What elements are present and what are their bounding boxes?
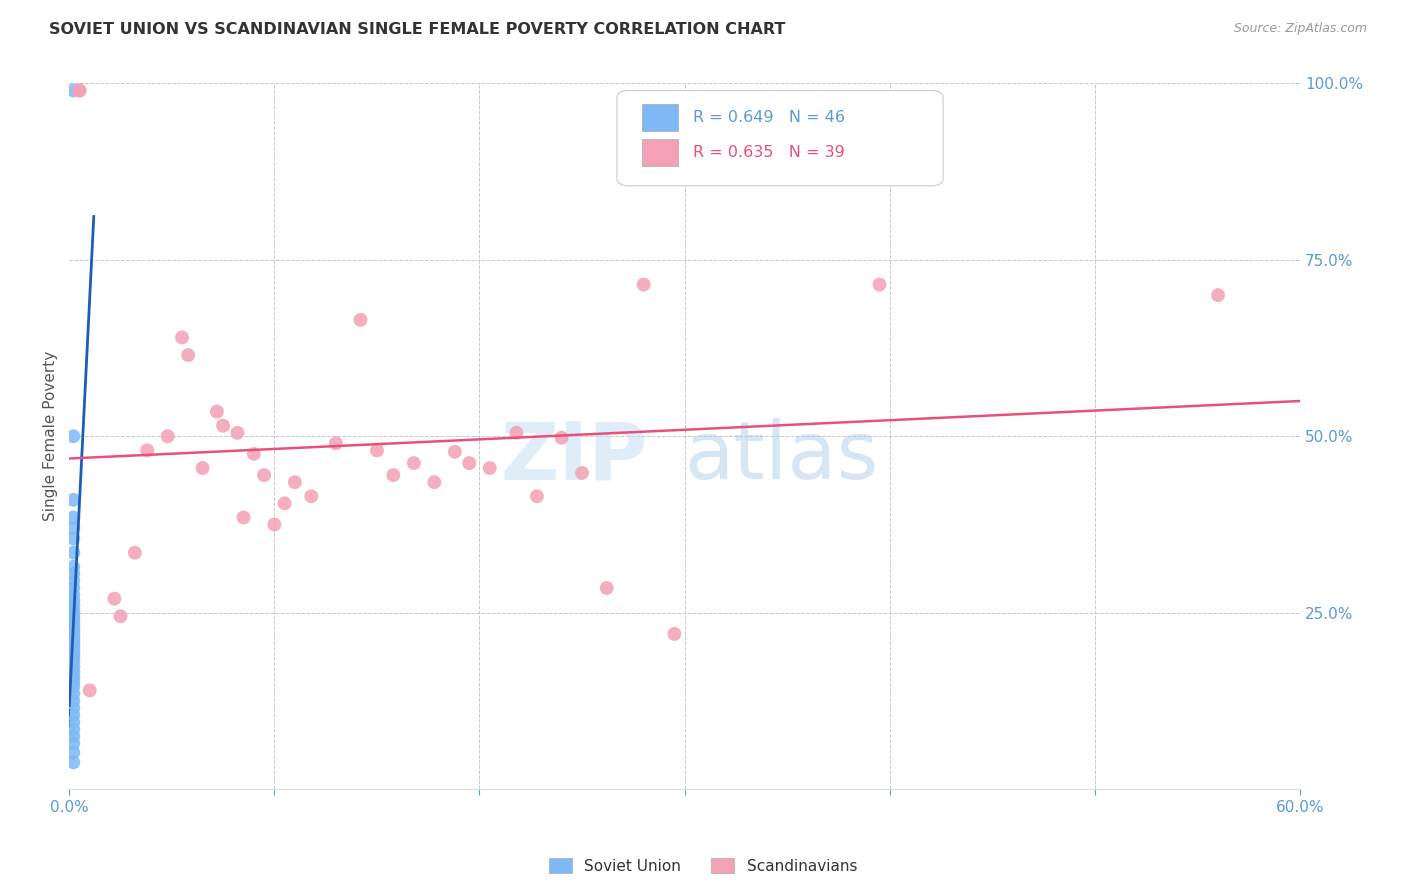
Point	[1206, 288, 1229, 302]
Point	[62, 611, 84, 625]
Text: atlas: atlas	[685, 418, 879, 497]
Text: R = 0.635   N = 39: R = 0.635 N = 39	[693, 145, 845, 160]
Point	[62, 680, 84, 694]
Point	[62, 642, 84, 657]
Point	[299, 489, 322, 503]
Point	[62, 622, 84, 636]
Point	[664, 627, 686, 641]
Point	[62, 687, 84, 701]
Point	[62, 566, 84, 581]
Point	[62, 756, 84, 770]
Point	[62, 660, 84, 674]
Point	[79, 683, 101, 698]
Point	[263, 517, 285, 532]
Point	[526, 489, 548, 503]
Point	[62, 674, 84, 689]
Point	[325, 436, 347, 450]
Point	[62, 746, 84, 760]
Point	[136, 443, 159, 458]
Point	[550, 431, 572, 445]
Point	[62, 521, 84, 535]
Point	[633, 277, 655, 292]
Point	[62, 604, 84, 618]
Legend: Soviet Union, Scandinavians: Soviet Union, Scandinavians	[543, 852, 863, 880]
Point	[62, 651, 84, 665]
Point	[382, 468, 405, 483]
Point	[177, 348, 200, 362]
Point	[62, 593, 84, 607]
Point	[62, 665, 84, 679]
Point	[869, 277, 891, 292]
Point	[62, 640, 84, 654]
Point	[62, 599, 84, 613]
Point	[478, 461, 501, 475]
Point	[62, 637, 84, 651]
Point	[243, 447, 266, 461]
Point	[62, 736, 84, 750]
Point	[156, 429, 179, 443]
Point	[62, 701, 84, 715]
Point	[62, 648, 84, 662]
FancyBboxPatch shape	[641, 139, 679, 166]
Point	[170, 330, 193, 344]
Point	[62, 429, 84, 443]
Point	[62, 615, 84, 629]
Point	[226, 425, 249, 440]
Point	[62, 607, 84, 622]
Point	[62, 694, 84, 708]
Text: ZIP: ZIP	[501, 418, 648, 497]
Point	[124, 546, 146, 560]
Point	[62, 628, 84, 642]
Point	[273, 496, 295, 510]
Point	[284, 475, 307, 490]
Point	[212, 418, 235, 433]
Text: R = 0.649   N = 46: R = 0.649 N = 46	[693, 110, 845, 125]
Point	[62, 634, 84, 648]
Point	[62, 708, 84, 723]
Point	[62, 532, 84, 546]
Point	[62, 83, 84, 97]
Point	[423, 475, 446, 490]
Point	[103, 591, 125, 606]
Point	[232, 510, 254, 524]
Point	[595, 581, 617, 595]
FancyBboxPatch shape	[617, 90, 943, 186]
Point	[62, 631, 84, 645]
Point	[69, 83, 91, 97]
Point	[62, 574, 84, 588]
Point	[62, 546, 84, 560]
Point	[62, 510, 84, 524]
Point	[62, 618, 84, 632]
Point	[505, 425, 527, 440]
Point	[253, 468, 276, 483]
Point	[62, 722, 84, 736]
Text: Source: ZipAtlas.com: Source: ZipAtlas.com	[1233, 22, 1367, 36]
Point	[69, 83, 91, 97]
Point	[62, 715, 84, 730]
Y-axis label: Single Female Poverty: Single Female Poverty	[44, 351, 58, 522]
Point	[62, 581, 84, 595]
Point	[205, 404, 228, 418]
Point	[349, 313, 371, 327]
Point	[444, 445, 467, 459]
Point	[62, 645, 84, 659]
Point	[366, 443, 388, 458]
Text: SOVIET UNION VS SCANDINAVIAN SINGLE FEMALE POVERTY CORRELATION CHART: SOVIET UNION VS SCANDINAVIAN SINGLE FEMA…	[49, 22, 786, 37]
Point	[62, 625, 84, 640]
Point	[402, 456, 425, 470]
Point	[191, 461, 214, 475]
Point	[62, 559, 84, 574]
Point	[458, 456, 481, 470]
Point	[62, 670, 84, 684]
FancyBboxPatch shape	[641, 103, 679, 131]
Point	[571, 466, 593, 480]
Point	[62, 492, 84, 507]
Point	[62, 655, 84, 669]
Point	[62, 588, 84, 602]
Point	[62, 729, 84, 743]
Point	[110, 609, 132, 624]
